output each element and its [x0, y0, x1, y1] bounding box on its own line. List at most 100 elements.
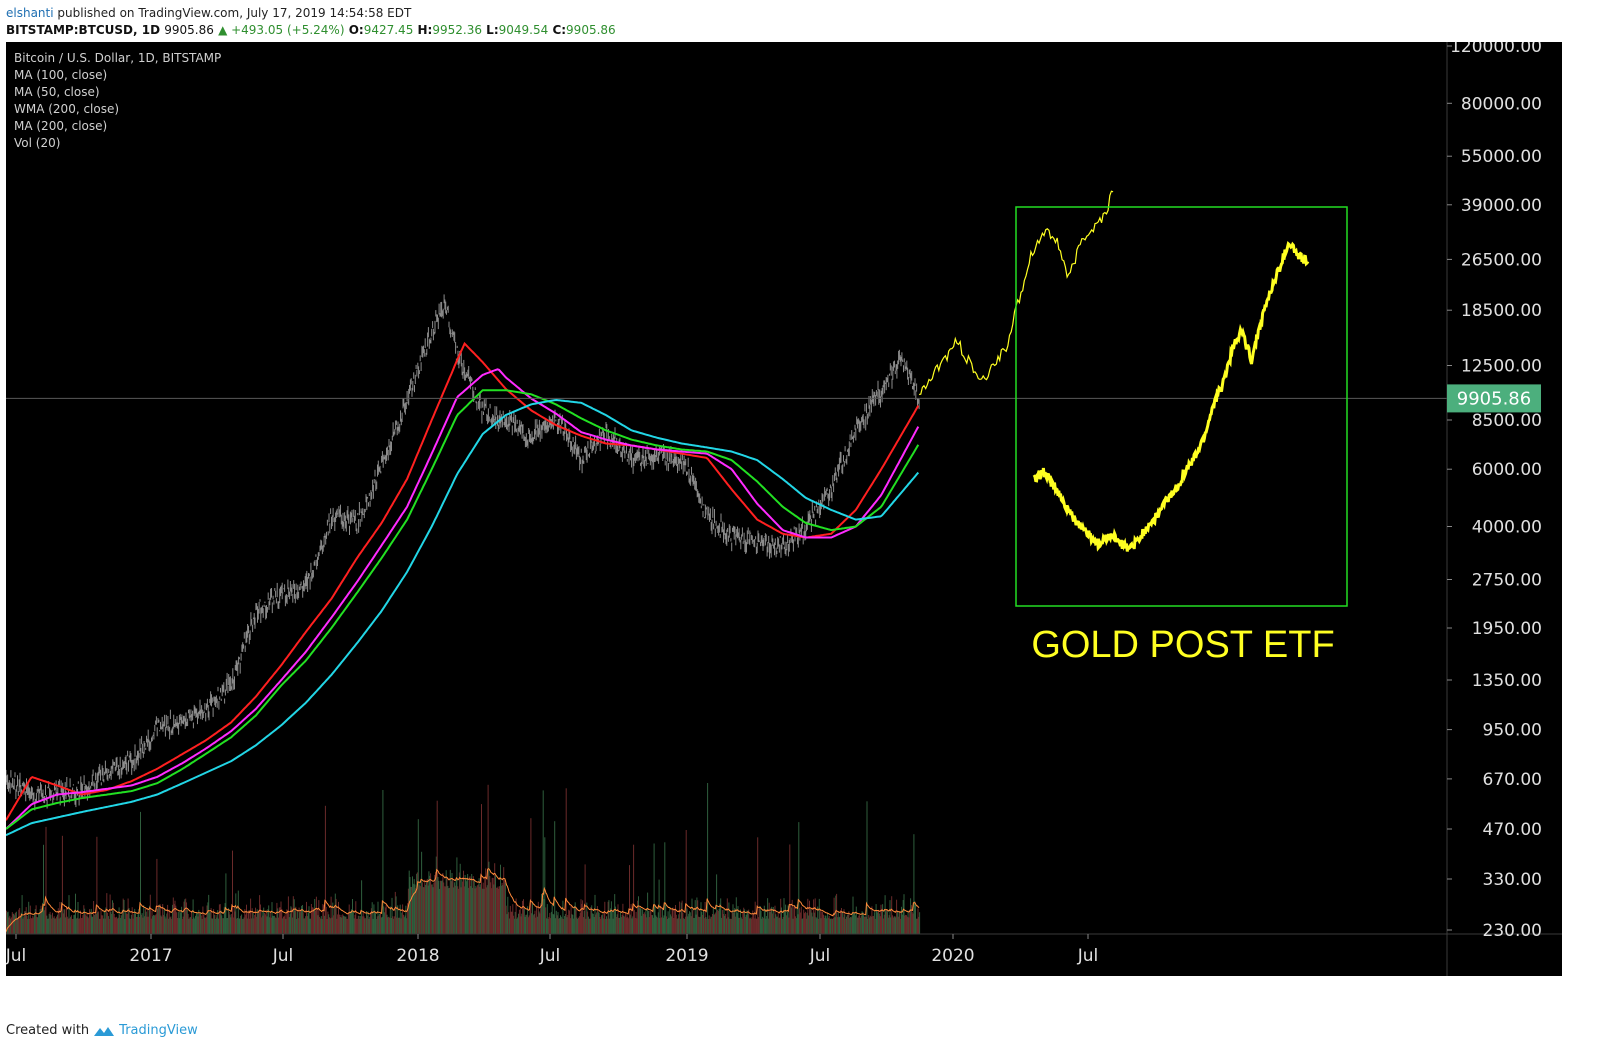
volume-bar: [496, 887, 498, 934]
volume-bar: [18, 909, 20, 934]
volume-bar: [62, 913, 64, 934]
volume-bar: [740, 917, 742, 934]
volume-bar: [795, 916, 796, 934]
volume-bar: [823, 918, 825, 934]
volume-bar: [596, 912, 598, 934]
volume-bar: [250, 898, 252, 934]
volume-bar: [611, 911, 613, 934]
volume-bar: [841, 911, 843, 934]
volume-bar: [309, 918, 311, 934]
volume-bar: [861, 911, 863, 934]
volume-bar: [631, 918, 633, 934]
y-tick-label: 470.00: [1483, 820, 1542, 840]
volume-bar: [510, 911, 512, 934]
volume-bar: [513, 915, 515, 934]
volume-bar: [381, 916, 383, 934]
volume-bar: [204, 918, 206, 934]
volume-bar: [209, 912, 210, 934]
volume-bar: [619, 917, 621, 934]
volume-bar: [404, 915, 406, 934]
volume-bar: [864, 916, 866, 934]
volume-bar: [198, 909, 200, 934]
volume-bar: [708, 915, 710, 934]
volume-bar: [601, 915, 602, 934]
volume-bar: [37, 917, 39, 934]
volume-bar: [291, 907, 293, 934]
volume-bar: [33, 917, 35, 934]
volume-bar: [184, 899, 186, 934]
high-value: 9952.36: [432, 23, 482, 37]
volume-bar: [502, 885, 504, 934]
volume-bar: [331, 917, 333, 934]
volume-bar: [498, 888, 500, 934]
volume-bar: [855, 906, 857, 934]
price-change: ▲ +493.05 (+5.24%): [218, 23, 345, 37]
volume-bar: [417, 819, 419, 934]
volume-bar: [486, 887, 487, 934]
volume-bar: [837, 912, 839, 934]
volume-bar: [357, 915, 359, 934]
volume-bar: [259, 895, 261, 934]
volume-bar: [541, 893, 542, 934]
volume-bar: [850, 917, 852, 934]
volume-bar: [82, 915, 84, 934]
volume-bar: [848, 911, 850, 934]
volume-bar: [439, 888, 441, 934]
volume-bar: [567, 915, 569, 934]
volume-bar: [75, 893, 76, 934]
volume-bar: [426, 882, 427, 934]
volume-bar: [231, 914, 233, 934]
volume-bar: [809, 908, 811, 934]
gold-etf-box: [1015, 206, 1348, 607]
volume-bar: [225, 873, 227, 934]
volume-bar: [521, 913, 523, 934]
volume-bar: [781, 918, 783, 934]
author-link[interactable]: elshanti: [6, 6, 54, 20]
volume-bar: [797, 914, 799, 934]
volume-bar: [796, 904, 798, 934]
volume-bar: [881, 908, 883, 934]
volume-bar: [176, 912, 178, 934]
volume-bar: [356, 918, 358, 934]
volume-bar: [24, 911, 26, 934]
volume-bar: [877, 912, 879, 934]
volume-bar: [779, 917, 781, 934]
volume-bar: [769, 912, 771, 934]
volume-bar: [413, 879, 415, 934]
volume-bar: [915, 903, 916, 934]
volume-bar: [449, 887, 450, 934]
volume-bar: [514, 911, 516, 934]
volume-bar: [346, 918, 348, 934]
volume-bar: [560, 915, 561, 934]
volume-bar: [612, 918, 614, 934]
volume-bar: [179, 911, 181, 934]
volume-bar: [891, 896, 893, 934]
volume-bar: [712, 908, 714, 934]
volume-bar: [234, 911, 236, 934]
volume-bar: [15, 912, 16, 934]
volume-bar: [314, 899, 316, 934]
volume-bar: [712, 914, 713, 934]
volume-bar: [106, 893, 108, 934]
volume-bar: [12, 914, 14, 934]
footer-brand-link[interactable]: TradingView: [119, 1023, 198, 1038]
price-chart[interactable]: Bitcoin / U.S. Dollar, 1D, BITSTAMP MA (…: [6, 42, 1562, 976]
volume-bar: [343, 916, 345, 934]
volume-bar: [656, 917, 658, 934]
volume-bar: [539, 913, 541, 934]
volume-bar: [541, 896, 543, 934]
volume-bar: [79, 918, 81, 934]
volume-bar: [368, 918, 370, 934]
legend-ma200: MA (200, close): [14, 119, 107, 133]
volume-bar: [461, 879, 463, 934]
volume-bar: [398, 917, 399, 934]
volume-bar: [131, 907, 133, 934]
y-tick-label: 8500.00: [1472, 411, 1542, 431]
volume-bar: [674, 909, 676, 934]
volume-bar: [398, 917, 400, 934]
chart-background: [6, 42, 1562, 976]
volume-bar: [903, 894, 905, 934]
volume-bar: [78, 918, 80, 934]
volume-bar: [70, 916, 72, 934]
volume-bar: [112, 900, 113, 934]
